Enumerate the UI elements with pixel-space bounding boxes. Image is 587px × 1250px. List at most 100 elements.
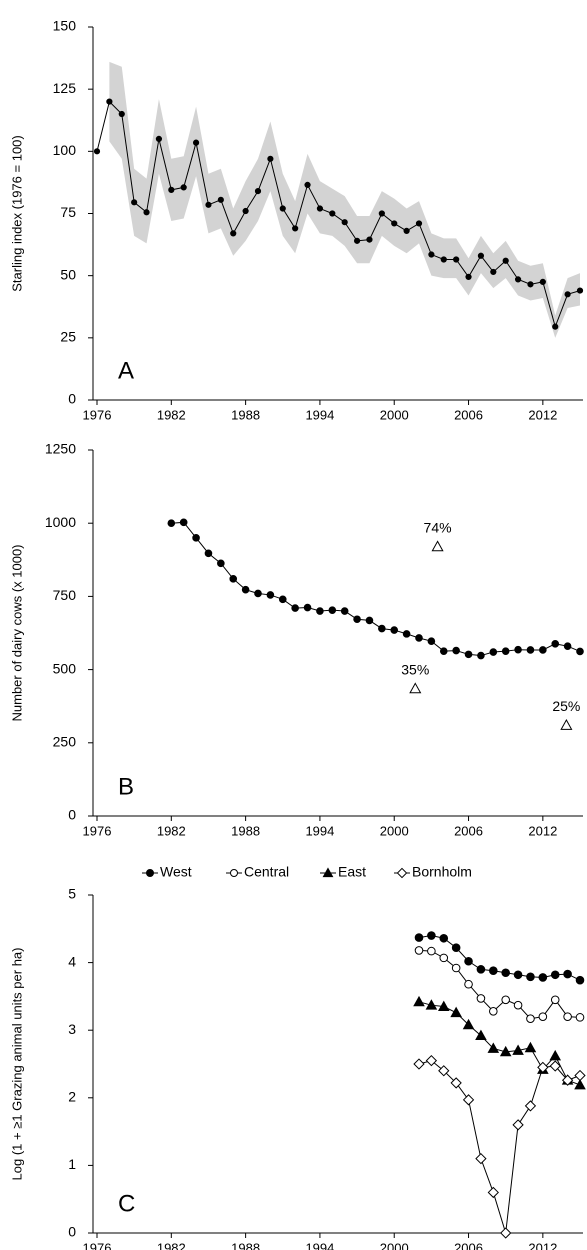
data-point — [475, 1029, 487, 1041]
data-point — [549, 1049, 562, 1061]
annotation-point — [409, 682, 422, 694]
data-point — [524, 1100, 537, 1112]
y-tick-label: 500 — [53, 660, 77, 676]
x-tick-label: 2012 — [528, 823, 557, 838]
data-point — [450, 1006, 462, 1018]
data-point — [316, 205, 324, 212]
data-point — [155, 135, 163, 142]
data-point — [465, 273, 472, 281]
data-point — [563, 1012, 572, 1021]
x-tick-label: 1982 — [157, 1240, 186, 1250]
data-point — [413, 995, 425, 1007]
data-point — [217, 559, 225, 568]
y-tick-label: 250 — [53, 734, 77, 750]
legend-label: Bornholm — [412, 864, 472, 880]
annotation-label: 25% — [552, 698, 580, 714]
data-point — [550, 970, 560, 980]
data-point — [575, 975, 585, 985]
annotation-point — [431, 540, 444, 552]
y-tick-label: 5 — [68, 886, 76, 902]
data-point — [499, 1045, 512, 1057]
data-point — [106, 98, 113, 105]
data-point — [451, 963, 461, 973]
data-point — [353, 237, 361, 244]
data-point — [378, 624, 386, 633]
data-point — [514, 276, 522, 283]
y-tick-label: 750 — [53, 587, 77, 603]
data-point — [390, 626, 399, 634]
data-point — [168, 186, 175, 193]
y-tick-label: 0 — [68, 1224, 76, 1240]
data-point — [500, 1227, 512, 1239]
confidence-band — [109, 61, 580, 338]
data-point — [464, 650, 473, 659]
data-point — [564, 291, 571, 298]
data-point — [292, 225, 299, 232]
data-point — [487, 1042, 500, 1053]
legend-marker — [396, 867, 408, 879]
y-tick-label: 0 — [68, 391, 76, 407]
data-point — [563, 969, 572, 979]
data-point — [489, 966, 498, 976]
data-point — [462, 1018, 475, 1030]
x-tick-label: 1988 — [231, 823, 260, 838]
data-point — [539, 278, 546, 285]
x-tick-label: 1988 — [231, 1240, 260, 1250]
data-point — [475, 1152, 487, 1165]
panel-label: C — [118, 1190, 135, 1217]
data-point — [574, 1069, 586, 1082]
data-point — [267, 155, 274, 162]
panel-label: A — [118, 357, 134, 384]
data-point — [167, 519, 176, 528]
data-point — [450, 1077, 462, 1089]
x-tick-label: 2006 — [454, 407, 483, 422]
data-point — [279, 205, 286, 212]
data-point — [242, 207, 249, 215]
data-point — [476, 994, 486, 1003]
data-point — [192, 534, 200, 542]
data-point — [328, 606, 337, 614]
data-point — [538, 1012, 548, 1021]
data-point — [489, 648, 498, 656]
data-point — [551, 640, 560, 648]
data-point — [438, 1065, 450, 1077]
data-point — [487, 1186, 499, 1199]
data-point — [526, 646, 535, 654]
data-point — [391, 220, 398, 227]
data-point — [254, 188, 262, 195]
data-point — [576, 287, 584, 294]
data-point — [563, 642, 572, 650]
data-point — [512, 1119, 524, 1131]
data-point — [414, 933, 424, 942]
data-point — [439, 933, 449, 943]
y-axis-title: Number of dairy cows (x 1000) — [9, 544, 24, 721]
data-point — [453, 256, 460, 263]
annotation-label: 35% — [401, 661, 429, 677]
data-point — [241, 585, 250, 594]
y-tick-label: 3 — [68, 1021, 76, 1037]
legend-label: Central — [244, 864, 289, 880]
x-tick-label: 1988 — [231, 407, 260, 422]
y-tick-label: 25 — [60, 329, 76, 345]
series-line — [418, 1060, 581, 1234]
data-point — [131, 199, 138, 206]
y-axis-title: Starling index (1976 = 100) — [9, 135, 24, 291]
data-point — [415, 220, 423, 227]
x-tick-label: 1994 — [305, 823, 334, 838]
data-point — [205, 201, 212, 208]
data-point — [514, 645, 522, 654]
legend-marker — [322, 867, 334, 878]
y-tick-label: 1000 — [45, 514, 76, 530]
data-point — [527, 281, 534, 288]
data-point — [366, 236, 373, 243]
x-tick-label: 1994 — [305, 1240, 334, 1250]
data-point — [512, 1044, 524, 1055]
data-point — [329, 210, 336, 217]
data-point — [425, 999, 438, 1010]
data-point — [143, 209, 150, 216]
data-point — [513, 970, 523, 980]
data-point — [316, 607, 324, 615]
data-point — [427, 637, 436, 645]
x-tick-label: 2012 — [528, 407, 557, 422]
